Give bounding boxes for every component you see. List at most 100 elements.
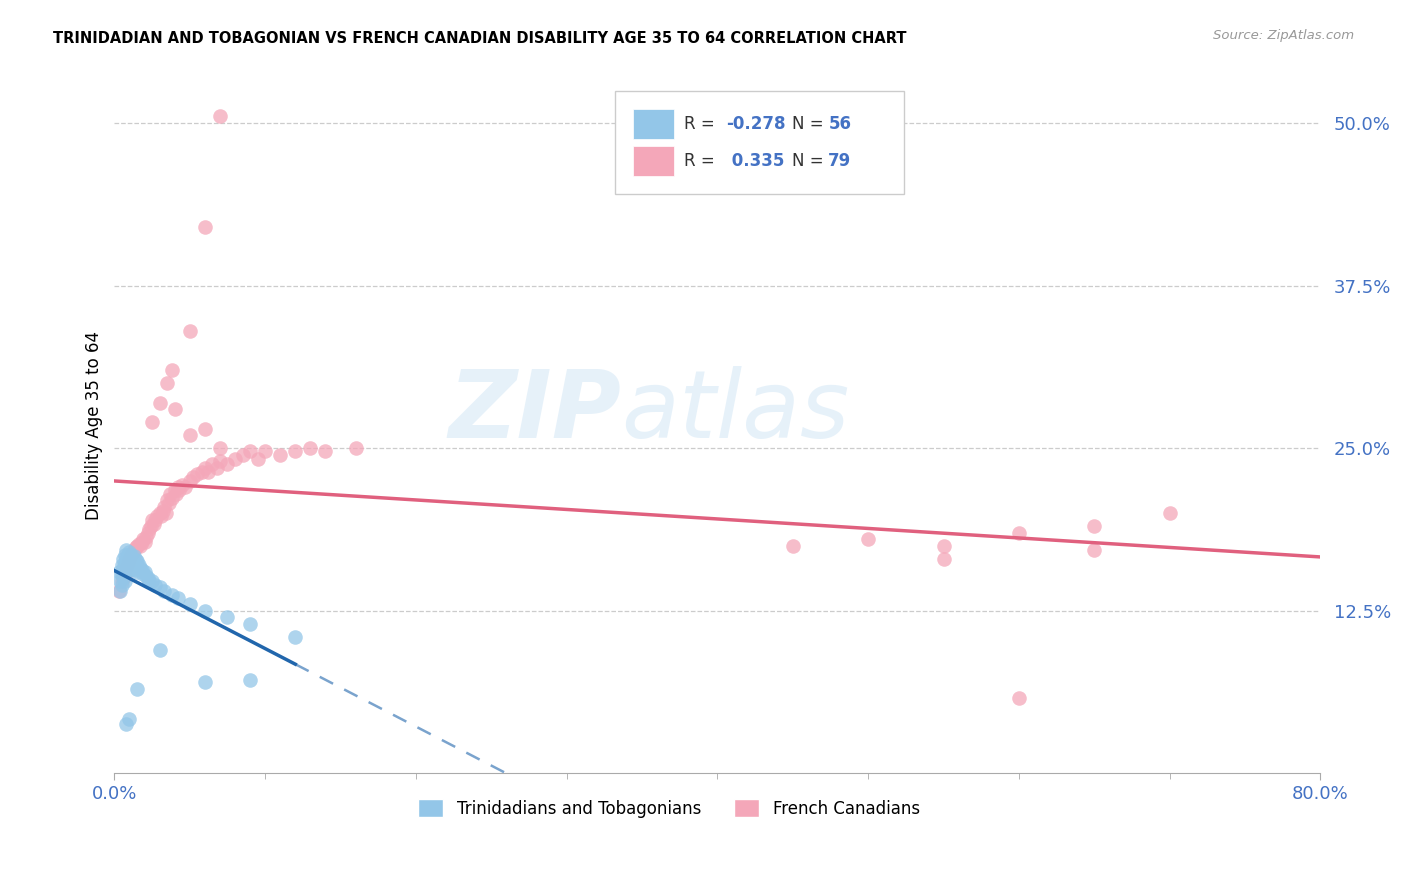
Point <box>117 556 139 570</box>
Point <box>194 460 217 475</box>
Point <box>149 395 172 409</box>
Point <box>141 574 163 588</box>
Point <box>239 673 262 687</box>
Point <box>125 554 148 568</box>
Point <box>179 324 201 338</box>
Point <box>149 643 172 657</box>
Point <box>246 451 269 466</box>
Point <box>125 565 148 579</box>
Point <box>166 591 188 605</box>
Point <box>179 428 201 442</box>
Point <box>299 441 322 455</box>
Point <box>131 534 153 549</box>
Point <box>166 480 188 494</box>
Point <box>141 415 163 429</box>
Point <box>115 542 138 557</box>
Point <box>139 519 162 533</box>
Point <box>172 477 194 491</box>
Point <box>160 588 183 602</box>
Point <box>111 578 134 592</box>
Point <box>194 422 217 436</box>
Point <box>150 508 173 523</box>
Point <box>284 630 307 644</box>
Point <box>115 561 138 575</box>
Point <box>191 465 214 479</box>
Point <box>111 567 134 582</box>
Text: 0.335: 0.335 <box>725 152 785 170</box>
Point <box>197 465 219 479</box>
Point <box>208 441 231 455</box>
Point <box>125 539 148 553</box>
Point <box>174 480 197 494</box>
Point <box>208 110 231 124</box>
Point <box>136 525 159 540</box>
Point <box>110 584 132 599</box>
Point <box>129 561 152 575</box>
Point <box>135 568 157 582</box>
Point <box>782 539 804 553</box>
Point <box>167 483 190 497</box>
Point <box>121 551 143 566</box>
Point <box>163 402 186 417</box>
Point <box>232 448 254 462</box>
Text: 56: 56 <box>828 115 852 133</box>
Point <box>194 220 217 235</box>
Point <box>1008 690 1031 705</box>
Point <box>160 491 183 505</box>
Point <box>121 562 143 576</box>
Point <box>224 451 246 466</box>
Point <box>132 567 155 582</box>
Point <box>142 516 165 531</box>
Point <box>1083 519 1105 533</box>
Text: Source: ZipAtlas.com: Source: ZipAtlas.com <box>1213 29 1354 42</box>
Point <box>269 448 291 462</box>
Point <box>114 574 136 588</box>
Point <box>114 568 136 582</box>
Point <box>117 548 139 562</box>
Point <box>153 584 176 599</box>
FancyBboxPatch shape <box>633 145 673 177</box>
Point <box>115 561 138 575</box>
Text: atlas: atlas <box>621 366 849 457</box>
Point <box>194 675 217 690</box>
Point <box>112 561 135 575</box>
Point <box>143 578 166 592</box>
Point <box>149 581 172 595</box>
Point <box>179 474 201 488</box>
Point <box>217 610 239 624</box>
Point <box>143 513 166 527</box>
Legend: Trinidadians and Tobagonians, French Canadians: Trinidadians and Tobagonians, French Can… <box>412 793 927 824</box>
Point <box>108 565 131 579</box>
Text: N =: N = <box>792 152 830 170</box>
Point <box>179 597 201 611</box>
Point <box>132 533 155 547</box>
Point <box>121 545 143 559</box>
Point <box>138 574 160 588</box>
Point <box>134 534 156 549</box>
Point <box>186 467 208 482</box>
Point <box>239 616 262 631</box>
Text: R =: R = <box>683 152 720 170</box>
FancyBboxPatch shape <box>633 109 673 139</box>
Point <box>1083 542 1105 557</box>
Point <box>141 513 163 527</box>
Point <box>157 496 180 510</box>
Point <box>131 564 153 578</box>
FancyBboxPatch shape <box>614 91 904 194</box>
Point <box>114 548 136 562</box>
Point <box>856 533 879 547</box>
Point <box>114 565 136 579</box>
Point <box>124 564 146 578</box>
Point <box>122 549 145 564</box>
Text: N =: N = <box>792 115 830 133</box>
Point <box>932 551 955 566</box>
Y-axis label: Disability Age 35 to 64: Disability Age 35 to 64 <box>86 331 103 520</box>
Point <box>135 530 157 544</box>
Point <box>108 584 131 599</box>
Point <box>194 604 217 618</box>
Point <box>117 556 139 570</box>
Point <box>153 500 176 514</box>
Text: TRINIDADIAN AND TOBAGONIAN VS FRENCH CANADIAN DISABILITY AGE 35 TO 64 CORRELATIO: TRINIDADIAN AND TOBAGONIAN VS FRENCH CAN… <box>53 31 907 46</box>
Point <box>120 548 142 562</box>
Text: -0.278: -0.278 <box>725 115 786 133</box>
